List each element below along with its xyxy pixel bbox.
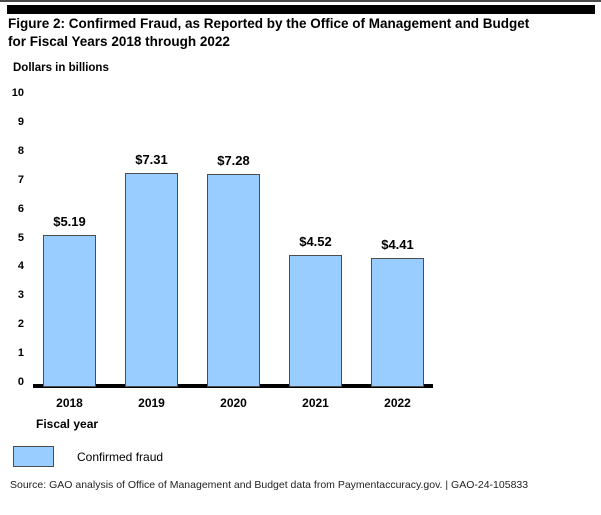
x-axis-tick-label: 2018 bbox=[56, 396, 83, 410]
bar-value-label: $5.19 bbox=[53, 214, 86, 230]
bar-2020 bbox=[207, 174, 260, 388]
y-axis-tick-label: 6 bbox=[17, 202, 24, 215]
y-axis-tick-label: 1 bbox=[17, 347, 24, 360]
y-axis-tick-label: 7 bbox=[17, 173, 24, 186]
legend-label: Confirmed fraud bbox=[77, 449, 164, 464]
source-note: Source: GAO analysis of Office of Manage… bbox=[10, 479, 529, 491]
top-hairline bbox=[0, 0, 601, 2]
bar-2021 bbox=[289, 255, 342, 388]
x-axis-tick-label: 2022 bbox=[384, 396, 411, 410]
bar-2019 bbox=[125, 173, 178, 388]
x-axis-tick-label: 2021 bbox=[302, 396, 329, 410]
y-axis-title: Dollars in billions bbox=[13, 62, 109, 74]
top-rule bbox=[7, 5, 595, 14]
y-axis-tick-label: 0 bbox=[17, 376, 24, 388]
bar-value-label: $7.31 bbox=[135, 152, 168, 168]
y-axis-tick-label: 5 bbox=[17, 231, 24, 244]
bar-2018 bbox=[43, 235, 96, 388]
y-axis-tick-label: 2 bbox=[17, 318, 24, 331]
y-axis-tick-label: 8 bbox=[17, 144, 24, 157]
x-axis-title: Fiscal year bbox=[36, 417, 99, 431]
legend-swatch-confirmed-fraud bbox=[13, 446, 54, 467]
figure-title-line2: for Fiscal Years 2018 through 2022 bbox=[8, 33, 230, 49]
bar-2022 bbox=[371, 258, 424, 388]
bar-value-label: $4.41 bbox=[381, 237, 414, 253]
x-axis-tick-label: 2020 bbox=[220, 396, 247, 410]
y-axis-tick-label: 3 bbox=[17, 289, 24, 302]
bar-value-label: $7.28 bbox=[217, 153, 250, 169]
legend: Confirmed fraud bbox=[13, 446, 163, 467]
bar-value-label: $4.52 bbox=[299, 234, 332, 250]
y-axis-tick-label: 10 bbox=[11, 87, 24, 99]
y-axis-tick-label: 4 bbox=[17, 260, 24, 273]
figure-title-line1: Figure 2: Confirmed Fraud, as Reported b… bbox=[8, 16, 530, 31]
x-axis-tick-label: 2019 bbox=[138, 396, 165, 410]
figure-title: Figure 2: Confirmed Fraud, as Reported b… bbox=[8, 15, 593, 50]
y-axis-tick-label: 9 bbox=[17, 115, 24, 128]
